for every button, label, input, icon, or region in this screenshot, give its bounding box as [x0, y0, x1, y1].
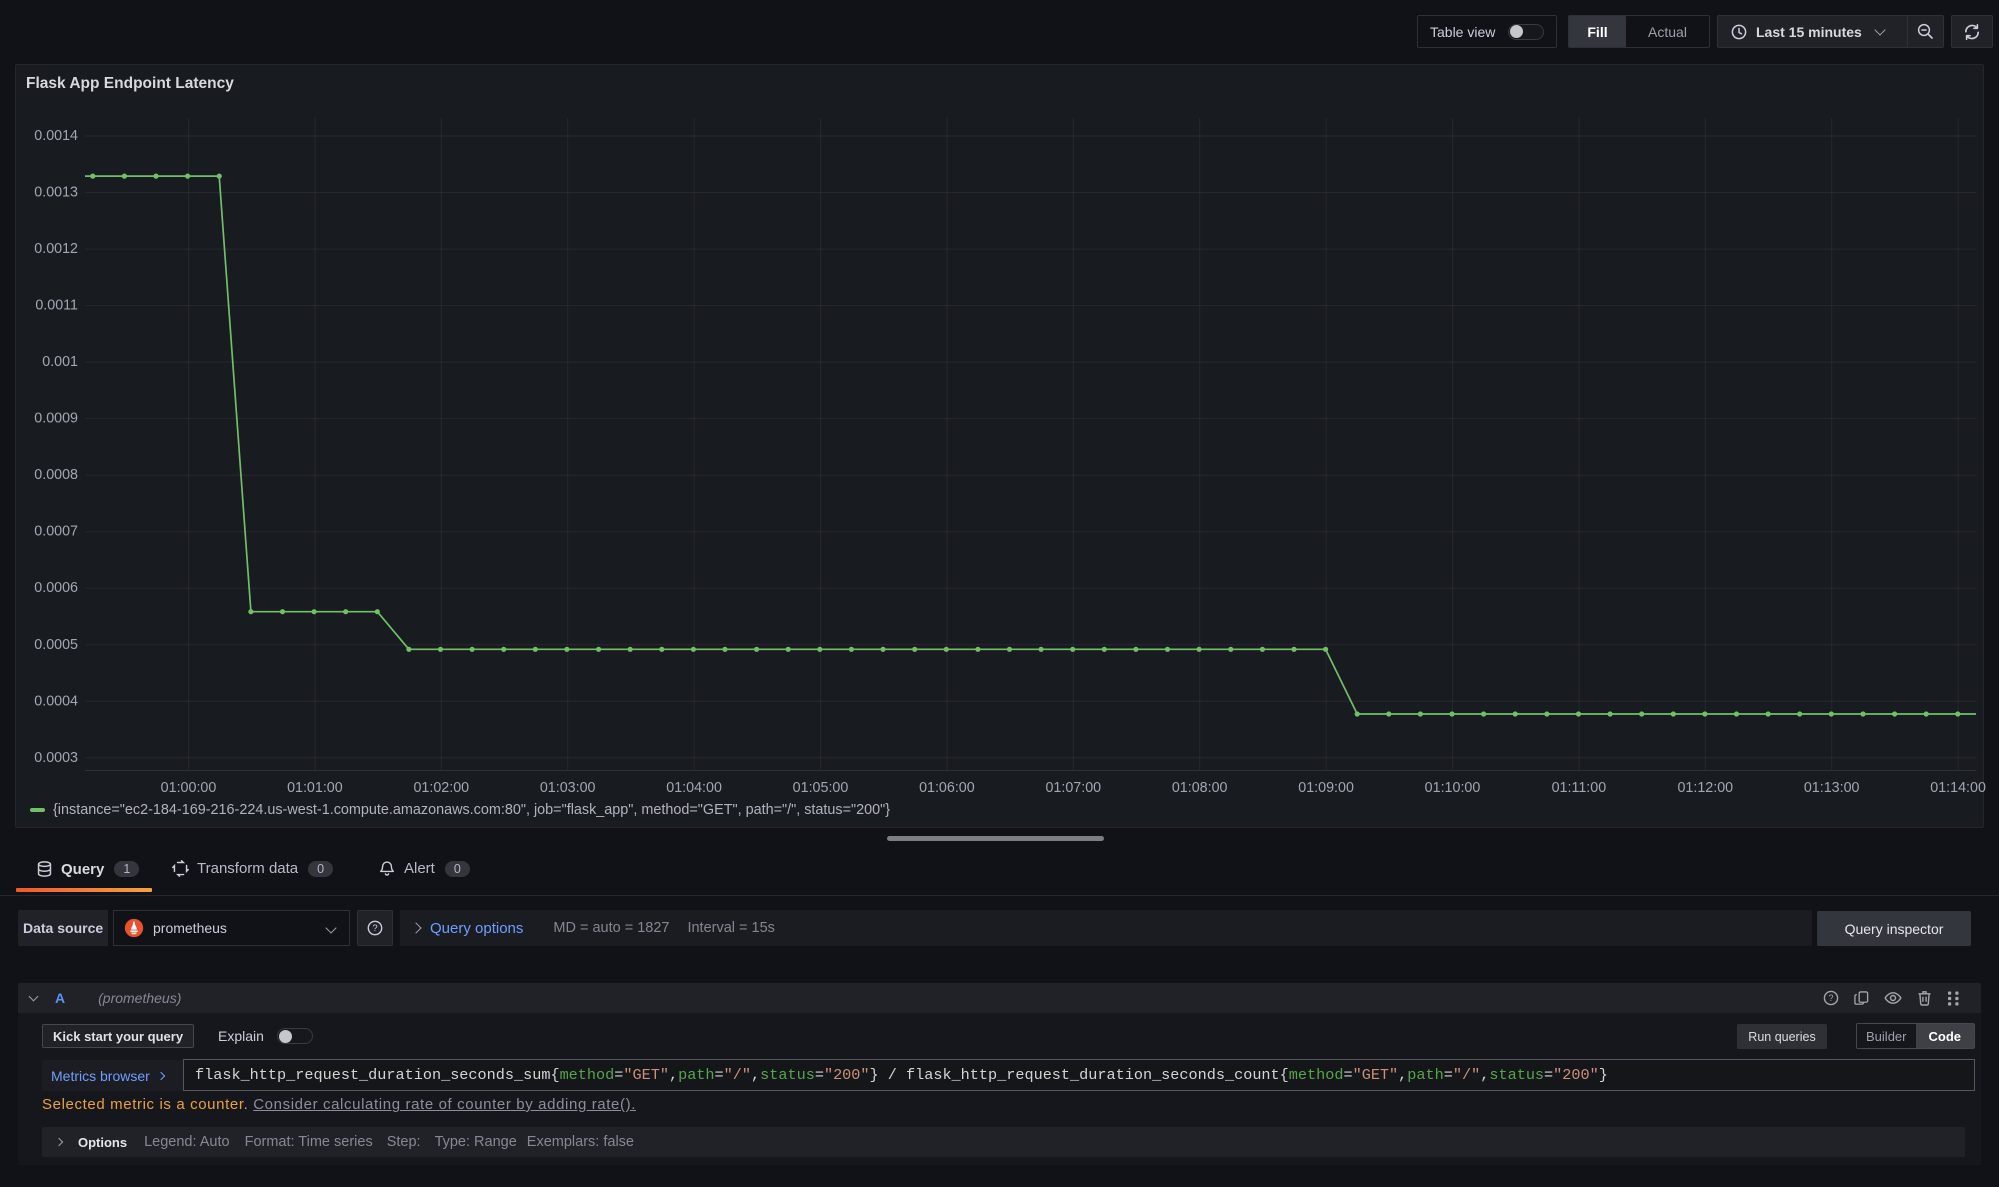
svg-text:01:09:00: 01:09:00	[1298, 780, 1354, 796]
svg-text:0.0006: 0.0006	[34, 580, 78, 596]
svg-text:01:11:00: 01:11:00	[1552, 780, 1607, 796]
svg-text:01:02:00: 01:02:00	[413, 780, 469, 796]
svg-text:0.001: 0.001	[42, 354, 78, 370]
svg-text:01:04:00: 01:04:00	[666, 780, 722, 796]
svg-text:01:03:00: 01:03:00	[540, 780, 596, 796]
svg-text:0.0014: 0.0014	[34, 128, 78, 144]
svg-text:0.0009: 0.0009	[34, 411, 78, 427]
svg-text:0.0004: 0.0004	[34, 693, 78, 709]
svg-text:01:06:00: 01:06:00	[919, 780, 975, 796]
svg-text:01:00:00: 01:00:00	[161, 780, 217, 796]
svg-text:0.0012: 0.0012	[34, 241, 78, 257]
svg-text:01:10:00: 01:10:00	[1425, 780, 1481, 796]
svg-text:0.0005: 0.0005	[34, 637, 78, 653]
svg-text:01:12:00: 01:12:00	[1677, 780, 1733, 796]
svg-text:0.0008: 0.0008	[34, 467, 78, 483]
svg-text:0.0007: 0.0007	[34, 524, 78, 540]
svg-text:01:13:00: 01:13:00	[1804, 780, 1860, 796]
svg-text:0.0011: 0.0011	[35, 298, 78, 314]
svg-text:0.0013: 0.0013	[34, 185, 78, 201]
svg-text:01:08:00: 01:08:00	[1172, 780, 1228, 796]
svg-text:01:01:00: 01:01:00	[287, 780, 343, 796]
svg-text:01:05:00: 01:05:00	[793, 780, 849, 796]
svg-text:?: ?	[372, 923, 377, 934]
svg-text:01:07:00: 01:07:00	[1045, 780, 1101, 796]
svg-text:?: ?	[1828, 993, 1833, 1003]
svg-text:0.0003: 0.0003	[34, 750, 78, 766]
svg-text:01:14:00: 01:14:00	[1930, 780, 1986, 796]
